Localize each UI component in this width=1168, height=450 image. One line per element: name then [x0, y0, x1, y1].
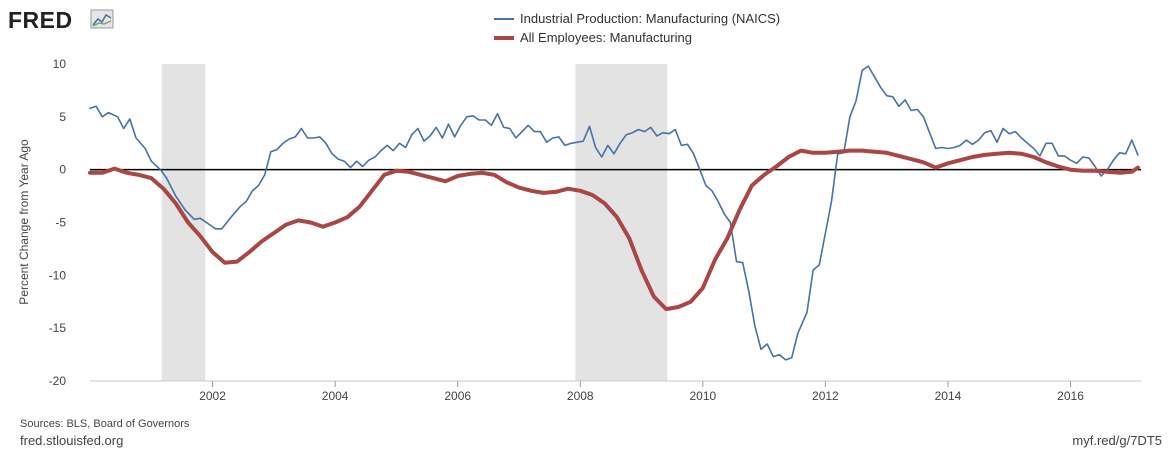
x-tick-label: 2002 [199, 389, 226, 403]
sources-text: Sources: BLS, Board of Governors [20, 418, 190, 430]
chart-badge-icon [90, 9, 114, 29]
x-tick-label: 2012 [812, 389, 839, 403]
y-tick-label: -10 [49, 268, 67, 282]
plot-area: 10 5 0 -5 -10 -15 -20 2002 2004 2006 2008 2010 2012 2… [49, 57, 1141, 403]
fred-logo[interactable]: FRED [8, 7, 114, 33]
legend-label-all-employees: All Employees: Manufacturing [520, 30, 692, 45]
y-tick-label: 5 [59, 110, 66, 124]
legend-label-industrial-production: Industrial Production: Manufacturing (NA… [520, 11, 780, 26]
site-link[interactable]: fred.stlouisfed.org [20, 433, 123, 448]
series-line-2 [88, 148, 1140, 312]
short-url-link[interactable]: myf.red/g/7DT5 [1072, 433, 1162, 448]
legend: Industrial Production: Manufacturing (NA… [494, 11, 780, 45]
recession-band-1 [161, 64, 206, 381]
y-tick-label: -20 [49, 374, 67, 388]
legend-item-industrial-production: Industrial Production: Manufacturing (NA… [494, 11, 780, 26]
y-tick-label: -15 [49, 321, 67, 335]
y-tick-label: 0 [59, 163, 66, 177]
x-tick-label: 2008 [567, 389, 594, 403]
x-tick-label: 2006 [444, 389, 471, 403]
series-line-1 [89, 65, 1139, 361]
y-tick-label: -5 [55, 216, 66, 230]
x-tick-label: 2004 [322, 389, 349, 403]
x-tick-label: 2014 [935, 389, 962, 403]
x-tick-label: 2010 [689, 389, 716, 403]
y-axis-label: Percent Change from Year Ago [17, 139, 31, 305]
x-tick-label: 2016 [1057, 389, 1084, 403]
y-tick-label: 10 [53, 57, 67, 71]
legend-item-all-employees: All Employees: Manufacturing [494, 30, 692, 45]
fred-logo-text: FRED [8, 7, 73, 33]
